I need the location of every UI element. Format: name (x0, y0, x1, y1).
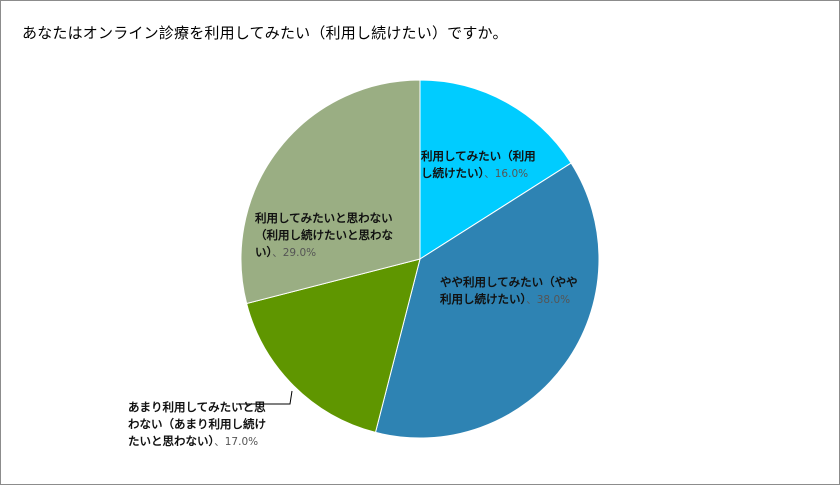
pie-slice-1 (419, 79, 572, 260)
slice-label-3: あまり利用してみたいと思わない（あまり利用し続けたいと思わない）、17.0% (128, 400, 266, 448)
pie-slice-3 (246, 258, 421, 433)
slice-value-3: 、17.0% (214, 436, 258, 448)
slice-value-4: 、29.0% (272, 247, 316, 259)
slice-label-4: 利用してみたいと思わない（利用し続けたいと思わない）、29.0% (254, 211, 393, 259)
pie-slice-2 (374, 162, 600, 439)
slice-label-1: 利用してみたい（利用し続けたい）、16.0% (420, 149, 536, 180)
slice-value-2: 、38.0% (526, 294, 570, 306)
pie-slice-4 (240, 79, 421, 305)
chart-title: あなたはオンライン診療を利用してみたい（利用し続けたい）ですか。 (22, 24, 508, 42)
slice-value-1: 、16.0% (484, 168, 528, 180)
leader-line-3 (236, 390, 293, 405)
slice-label-2: やや利用してみたい（やや利用し続けたい）、38.0% (439, 275, 578, 306)
